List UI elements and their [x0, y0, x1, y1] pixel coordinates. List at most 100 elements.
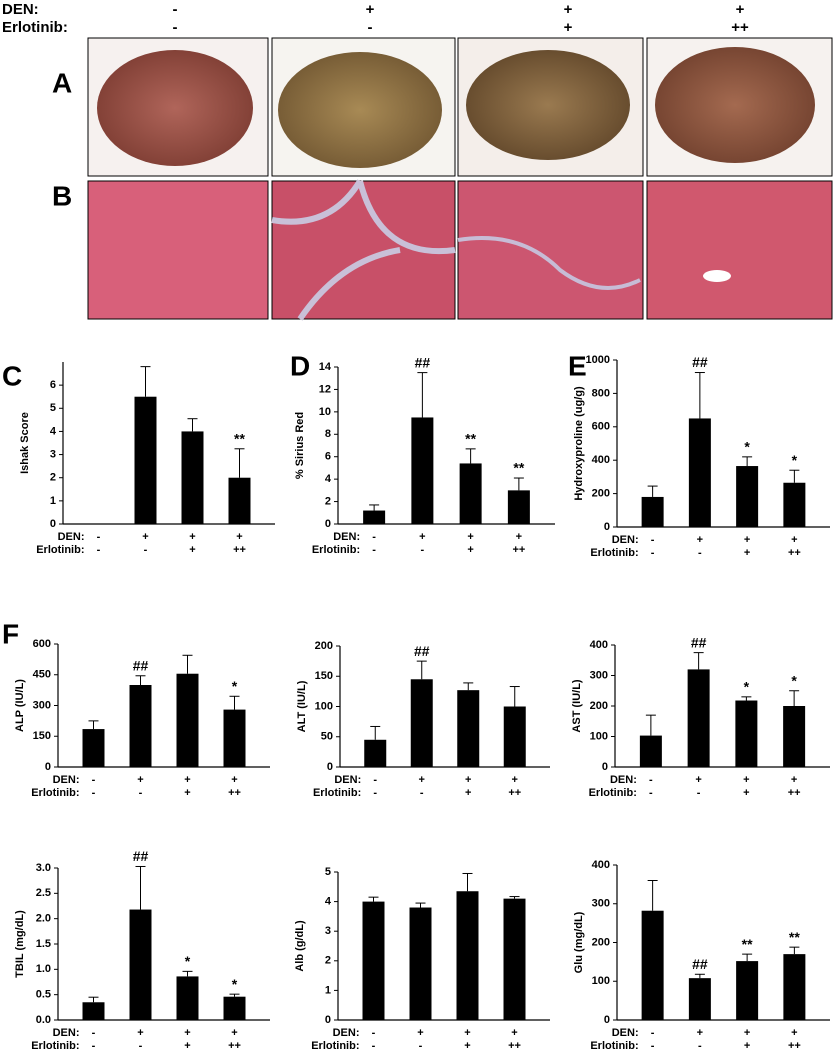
bar [639, 735, 662, 767]
x-row-value: + [744, 1027, 750, 1039]
x-row-value: - [420, 787, 424, 799]
y-tick-label: 3 [50, 448, 56, 460]
header-value: - [173, 19, 178, 36]
panel-label: D [290, 350, 310, 381]
y-axis-label: Alb (g/dL) [294, 920, 306, 972]
x-row-value: ++ [508, 1040, 521, 1050]
x-row-value: + [791, 1027, 797, 1039]
bar [503, 706, 526, 767]
significance-label: * [744, 679, 750, 695]
y-tick-label: 5 [50, 402, 56, 414]
x-row-label: Erlotinib: [31, 787, 79, 799]
significance-label: * [232, 678, 238, 694]
x-row-value: - [139, 1040, 143, 1050]
y-tick-label: 200 [592, 488, 610, 500]
liver-photos [87, 37, 833, 177]
liver-photo [655, 47, 815, 163]
y-tick-label: 1 [325, 984, 331, 996]
x-row-value: - [649, 774, 653, 786]
x-row-value: - [649, 787, 653, 799]
y-tick-label: 3.0 [36, 862, 51, 874]
significance-label: ** [742, 936, 753, 952]
x-row-label: Erlotinib: [31, 1040, 79, 1050]
bar [457, 690, 480, 767]
y-tick-label: 3 [325, 925, 331, 937]
bar [783, 482, 806, 527]
x-row-value: - [92, 1040, 96, 1050]
x-row-value: + [743, 774, 749, 786]
y-tick-label: 1.5 [36, 938, 51, 950]
x-row-value: + [137, 774, 143, 786]
header-value: + [366, 1, 375, 18]
x-row-label: Erlotinib: [36, 544, 84, 556]
y-tick-label: 600 [33, 638, 51, 650]
x-row-value: - [651, 547, 655, 559]
x-row-value: + [467, 544, 473, 556]
header-value: - [368, 19, 373, 36]
x-row-value: ++ [512, 544, 525, 556]
y-tick-label: 450 [33, 669, 51, 681]
bar [735, 700, 758, 767]
y-axis-label: % Sirius Red [294, 412, 306, 479]
x-row-label: DEN: [612, 1027, 639, 1039]
y-tick-label: 0 [45, 761, 51, 773]
x-row-value: + [467, 531, 473, 543]
y-axis-label: TBIL (mg/dL) [14, 910, 26, 978]
y-axis-label: Ishak Score [19, 412, 31, 474]
x-row-label: DEN: [610, 774, 637, 786]
x-row-label: Erlotinib: [311, 1040, 359, 1050]
significance-label: ## [133, 848, 149, 864]
y-tick-label: 200 [315, 640, 333, 652]
x-row-value: + [695, 774, 701, 786]
bar [687, 669, 710, 767]
significance-label: * [232, 976, 238, 992]
x-row-value: ++ [228, 1040, 241, 1050]
y-tick-label: 6 [50, 379, 56, 391]
header-value: + [736, 1, 745, 18]
y-tick-label: 1 [50, 495, 56, 507]
x-row-value: ++ [788, 1040, 801, 1050]
histology-photo [457, 180, 644, 320]
y-tick-label: 2 [325, 955, 331, 967]
bar [411, 417, 434, 524]
header-value: + [564, 1, 573, 18]
y-tick-label: 5 [325, 866, 331, 878]
x-row-value: + [184, 1040, 190, 1050]
y-tick-label: 4 [325, 896, 332, 908]
histology-photo [646, 180, 833, 320]
y-tick-label: 8 [325, 428, 331, 440]
bar [364, 739, 387, 767]
x-row-value: + [516, 531, 522, 543]
x-row-value: - [651, 1027, 655, 1039]
bar [641, 496, 664, 527]
x-row-value: + [744, 534, 750, 546]
bar [223, 996, 246, 1020]
bar [456, 891, 479, 1020]
x-row-value: + [184, 787, 190, 799]
x-row-label: DEN: [53, 1027, 80, 1039]
y-axis-label: Hydroxyproline (ug/g) [573, 386, 585, 501]
bar [362, 901, 385, 1020]
x-row-value: - [372, 1027, 376, 1039]
x-row-label: DEN: [53, 774, 80, 786]
histology-photo [87, 180, 269, 320]
significance-label: ** [234, 430, 245, 446]
y-tick-label: 400 [592, 454, 610, 466]
significance-label: ## [692, 956, 708, 972]
bar [459, 463, 482, 524]
y-tick-label: 1.0 [36, 963, 51, 975]
liver-photo [466, 50, 630, 160]
liver-photo [278, 52, 442, 168]
significance-label: * [185, 953, 191, 969]
bar [129, 685, 152, 767]
x-row-value: - [92, 774, 96, 786]
bar [641, 910, 664, 1020]
histology-photos [87, 179, 833, 321]
y-tick-label: 6 [325, 451, 331, 463]
x-row-label: DEN: [58, 531, 85, 543]
y-tick-label: 0 [50, 518, 56, 530]
x-row-label: DEN: [612, 534, 639, 546]
y-axis-label: Glu (mg/dL) [573, 911, 585, 973]
panel-label: B [52, 180, 72, 211]
